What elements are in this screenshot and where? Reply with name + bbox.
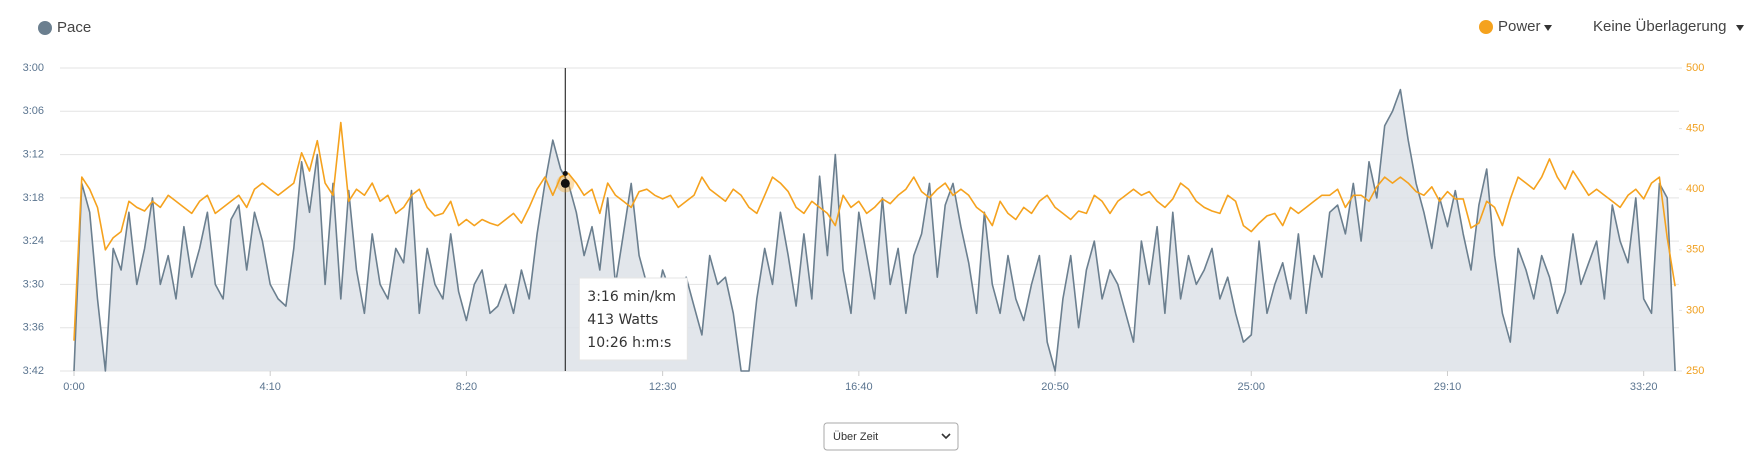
legend-label[interactable]: Power: [1498, 18, 1541, 35]
y-tick-label: 3:42: [23, 365, 44, 377]
y-tick-label: 3:12: [23, 148, 44, 160]
y2-tick-label: 450: [1686, 123, 1704, 135]
x-tick-label: 4:10: [259, 381, 280, 393]
dropdown-arrow: [1736, 25, 1744, 31]
hover-point: [560, 178, 570, 188]
x-tick-label: 20:50: [1041, 381, 1069, 393]
y2-tick-label: 500: [1686, 62, 1704, 74]
y2-tick-label: 400: [1686, 183, 1704, 195]
legend-label[interactable]: Pace: [57, 19, 91, 36]
x-tick-label: 25:00: [1237, 381, 1265, 393]
x-tick-label: 8:20: [456, 381, 477, 393]
x-tick-label: 0:00: [63, 381, 84, 393]
y2-tick-label: 250: [1686, 365, 1704, 377]
tooltip-line: 3:16 min/km: [587, 289, 676, 305]
select-arrow: [941, 433, 951, 440]
y-tick-label: 3:06: [23, 105, 44, 117]
line: [73, 121, 1676, 341]
y2-tick-label: 300: [1686, 304, 1704, 316]
x-tick-label: 12:30: [649, 381, 677, 393]
x-mode-label: Über Zeit: [833, 431, 878, 443]
line: [73, 88, 1676, 372]
dropdown-arrow: [1544, 25, 1552, 31]
y-tick-label: 3:00: [23, 62, 44, 74]
x-tick-label: 33:20: [1630, 381, 1658, 393]
y-tick-label: 3:36: [23, 322, 44, 334]
tooltip-box: [578, 277, 688, 361]
y2-tick-label: 350: [1686, 244, 1704, 256]
legend-marker: [1479, 20, 1493, 34]
tooltip-line: 413 Watts: [587, 312, 658, 328]
y-tick-label: 3:18: [23, 192, 44, 204]
overlay-menu[interactable]: Keine Überlagerung: [1593, 17, 1726, 35]
y-tick-label: 3:24: [23, 235, 44, 247]
x-tick-label: 16:40: [845, 381, 873, 393]
y-tick-label: 3:30: [23, 278, 44, 290]
area: [74, 89, 1676, 371]
tooltip-line: 10:26 h:m:s: [587, 335, 671, 351]
legend-marker: [38, 21, 52, 35]
x-mode-select[interactable]: [823, 422, 959, 451]
hover-point: [562, 170, 568, 176]
x-tick-label: 29:10: [1434, 381, 1462, 393]
